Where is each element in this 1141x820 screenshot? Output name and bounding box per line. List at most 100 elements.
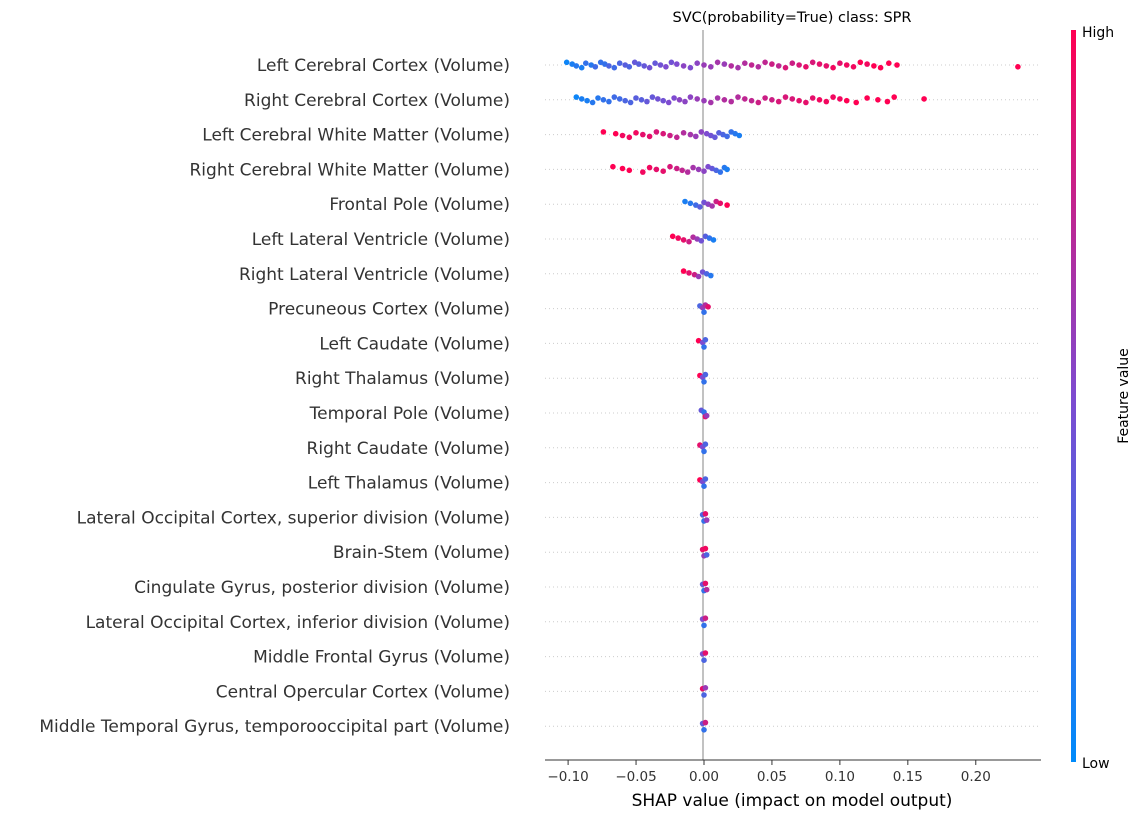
shap-point — [646, 133, 653, 140]
colorbar-high-label: High — [1082, 25, 1114, 41]
feature-label: Brain-Stem (Volume) — [333, 543, 510, 563]
x-tick-label: 0.20 — [961, 769, 991, 785]
shap-point — [809, 59, 816, 66]
shap-point — [660, 97, 666, 104]
shap-point — [703, 517, 710, 523]
feature-label: Cingulate Gyrus, posterior division (Vol… — [134, 578, 510, 598]
shap-point — [782, 64, 789, 71]
shap-point — [702, 337, 709, 343]
shap-point — [702, 441, 709, 448]
shap-point — [884, 98, 891, 105]
shap-point — [796, 62, 802, 68]
shap-point — [762, 95, 768, 101]
shap-point — [674, 134, 680, 141]
shap-point — [578, 96, 585, 102]
shap-point — [702, 371, 709, 378]
shap-point — [769, 61, 775, 67]
shap-point — [680, 63, 687, 69]
shap-point — [592, 64, 599, 70]
shap-point — [701, 727, 707, 733]
shap-point — [703, 552, 710, 558]
shap-point — [660, 130, 666, 137]
shap-point — [891, 94, 897, 100]
shap-point — [755, 99, 762, 106]
shap-point — [702, 719, 709, 726]
shap-point — [657, 62, 664, 68]
shap-point — [626, 134, 633, 141]
feature-label: Frontal Pole (Volume) — [329, 195, 510, 215]
shap-point — [660, 168, 666, 174]
shap-point — [680, 268, 687, 274]
shap-point — [663, 64, 669, 70]
shap-point — [857, 59, 864, 66]
shap-point — [830, 64, 836, 71]
feature-label: Left Thalamus (Volume) — [308, 474, 510, 494]
feature-label: Right Thalamus (Volume) — [295, 369, 510, 389]
shap-point — [728, 63, 734, 69]
feature-label: Left Cerebral White Matter (Volume) — [202, 126, 510, 146]
shap-point — [823, 98, 830, 105]
shap-point — [816, 61, 823, 67]
shap-point — [573, 94, 580, 100]
shap-point — [649, 94, 656, 100]
shap-point — [578, 64, 585, 71]
shap-point — [789, 60, 796, 66]
feature-label: Lateral Occipital Cortex, superior divis… — [77, 508, 510, 528]
shap-point — [667, 132, 673, 139]
shap-point — [714, 59, 721, 66]
feature-label: Lateral Occipital Cortex, inferior divis… — [86, 613, 510, 633]
shap-point — [775, 63, 782, 69]
shap-point — [742, 60, 748, 66]
shap-point — [701, 309, 707, 316]
shap-point — [665, 99, 672, 106]
shap-point — [843, 62, 850, 68]
shap-point — [680, 130, 687, 136]
shap-point — [837, 60, 843, 66]
shap-point — [671, 95, 677, 101]
shap-point — [693, 133, 699, 140]
shap-point — [701, 622, 707, 629]
feature-label: Precuneous Cortex (Volume) — [268, 300, 510, 320]
shap-point — [610, 163, 616, 170]
shap-point — [803, 64, 809, 70]
shap-point — [843, 97, 850, 104]
shap-point — [708, 272, 714, 279]
chart-title: SVC(probability=True) class: SPR — [673, 10, 912, 26]
shap-point — [809, 95, 816, 101]
shap-point — [724, 133, 730, 140]
feature-label: Right Cerebral White Matter (Volume) — [190, 160, 511, 180]
shap-point — [626, 167, 633, 174]
shap-point — [563, 59, 570, 66]
shap-point — [644, 98, 650, 105]
shap-point — [709, 203, 715, 209]
shap-point — [728, 98, 734, 105]
feature-label: Left Lateral Ventricle (Volume) — [252, 230, 510, 250]
feature-label: Right Caudate (Volume) — [307, 439, 510, 459]
shap-point — [595, 95, 601, 101]
shap-point — [703, 412, 710, 419]
shap-point — [698, 238, 705, 244]
shap-point — [612, 130, 619, 137]
shap-point — [619, 165, 626, 172]
shap-point — [641, 63, 647, 69]
shap-point — [921, 96, 927, 102]
shap-point — [712, 134, 718, 141]
shap-point — [695, 273, 702, 280]
shap-point — [600, 97, 607, 103]
shap-point — [775, 98, 782, 105]
shap-point — [674, 165, 680, 172]
shap-point — [653, 129, 660, 135]
shap-point — [606, 98, 612, 105]
shap-point — [796, 97, 802, 104]
shap-point — [611, 64, 618, 71]
shap-point — [679, 167, 685, 174]
shap-point — [742, 96, 748, 102]
feature-label: Left Cerebral Cortex (Volume) — [257, 56, 510, 76]
shap-point — [636, 61, 642, 67]
shap-point — [864, 61, 870, 67]
shap-point — [736, 132, 743, 139]
shap-point — [616, 96, 623, 102]
shap-point — [698, 129, 705, 135]
shap-points — [563, 59, 1021, 733]
